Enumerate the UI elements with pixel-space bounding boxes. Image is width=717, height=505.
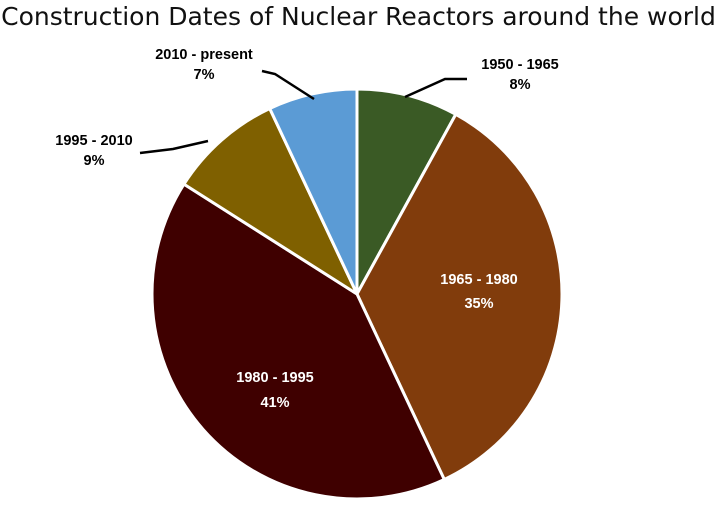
slice-value-1950-1965: 8%: [510, 77, 531, 93]
leader-line-1995-2010: [139, 139, 209, 155]
slice-label-1980-1995: 1980 - 1995: [236, 370, 313, 386]
chart-title: Construction Dates of Nuclear Reactors a…: [1, 2, 716, 31]
pie-slice-1995-2010: [182, 107, 359, 296]
slice-label-1950-1965: 1950 - 1965: [481, 57, 558, 73]
slice-label-1995-2010: 1995 - 2010: [55, 133, 132, 149]
pie-slice-2010-present: [268, 87, 359, 296]
leader-line-1950-1965: [404, 77, 467, 99]
slice-label-1965-1980: 1965 - 1980: [440, 272, 517, 288]
leader-line-2010-present: [261, 69, 315, 101]
pie-slice-1965-1980: [355, 112, 564, 481]
pie-slice-1980-1995: [150, 182, 446, 501]
slice-value-1965-1980: 35%: [464, 296, 493, 312]
slice-value-2010-present: 7%: [194, 67, 215, 83]
slice-label-2010-present: 2010 - present: [155, 47, 253, 63]
slice-value-1995-2010: 9%: [84, 153, 105, 169]
slice-value-1980-1995: 41%: [260, 395, 289, 411]
